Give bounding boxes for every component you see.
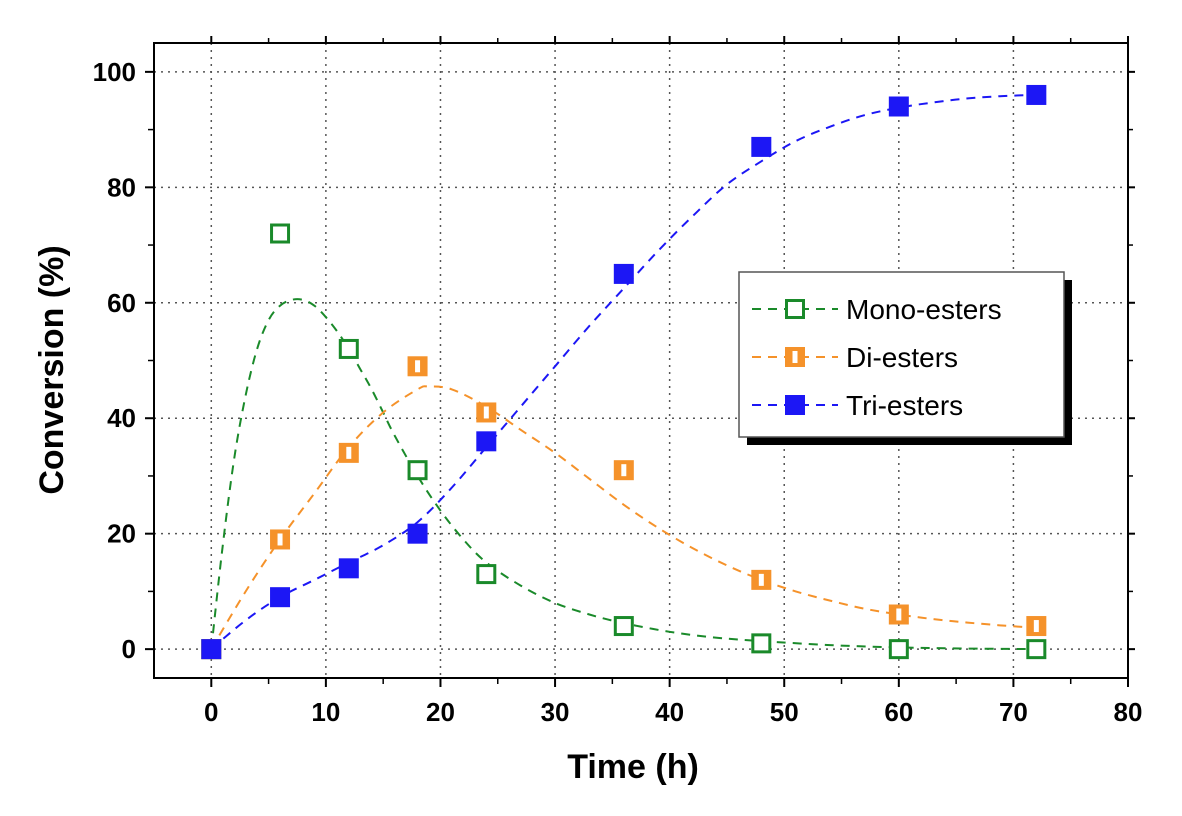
y-tick-label: 40 [107, 403, 136, 433]
y-tick-label: 0 [122, 634, 136, 664]
legend-marker-tri-esters [785, 395, 805, 415]
legend-label-tri-esters: Tri-esters [846, 390, 963, 421]
legend-label-di-esters: Di-esters [846, 342, 958, 373]
marker-square [613, 616, 634, 637]
marker-square [476, 564, 497, 585]
y-axis-title: Conversion (%) [33, 245, 71, 494]
x-tick-label: 80 [1114, 697, 1143, 727]
x-axis-title: Time (h) [567, 748, 699, 786]
tri-esters-point [613, 263, 634, 284]
legend: Mono-esters Di-esters Tri-esters [738, 271, 1072, 445]
x-tick-label: 70 [999, 697, 1028, 727]
marker-square [407, 460, 428, 481]
di-esters-point [1026, 616, 1047, 637]
marker-square [785, 395, 805, 415]
x-tick-label: 0 [204, 697, 218, 727]
marker-notch [758, 573, 764, 586]
marker-notch [415, 360, 421, 373]
legend-label-mono-esters: Mono-esters [846, 294, 1002, 325]
y-tick-label: 100 [93, 57, 136, 87]
tri-esters-point [888, 96, 909, 117]
data-points [201, 84, 1047, 660]
x-tick-label: 40 [655, 697, 684, 727]
axis-ticks: 0 10 20 30 40 50 60 70 80 0 20 40 60 80 100 [93, 36, 1143, 727]
marker-notch [277, 533, 283, 546]
mono-esters-point [1026, 639, 1047, 660]
legend-marker-mono-esters [785, 299, 805, 319]
x-tick-label: 50 [770, 697, 799, 727]
marker-square [888, 96, 909, 117]
marker-square [751, 633, 772, 654]
marker-square [476, 431, 497, 452]
marker-square [270, 587, 291, 608]
x-tick-label: 30 [541, 697, 570, 727]
di-esters-point [888, 604, 909, 625]
marker-notch [896, 608, 902, 621]
marker-square [270, 223, 291, 244]
marker-square [751, 136, 772, 157]
di-esters-point [270, 529, 291, 550]
tri-esters-point [751, 136, 772, 157]
mono-esters-point [270, 223, 291, 244]
marker-square [338, 558, 359, 579]
y-tick-label: 80 [107, 172, 136, 202]
grid-lines [154, 43, 1128, 678]
marker-square [338, 338, 359, 359]
tri-esters-point [1026, 84, 1047, 105]
marker-square [1026, 639, 1047, 660]
tri-esters-point [270, 587, 291, 608]
mono-esters-point [338, 338, 359, 359]
legend-marker-di-esters [785, 347, 805, 367]
mono-esters-fit-line [210, 298, 1037, 651]
y-tick-label: 60 [107, 288, 136, 318]
di-esters-point [407, 356, 428, 377]
mono-esters-point [476, 564, 497, 585]
x-tick-label: 10 [311, 697, 340, 727]
y-tick-label: 20 [107, 519, 136, 549]
marker-notch [346, 446, 352, 459]
mono-esters-point [888, 639, 909, 660]
di-esters-point [613, 460, 634, 481]
di-esters-point [751, 569, 772, 590]
marker-square [785, 299, 805, 319]
mono-esters-point [407, 460, 428, 481]
marker-notch [792, 351, 798, 363]
tri-esters-point [407, 523, 428, 544]
di-esters-point [476, 402, 497, 423]
marker-square [201, 639, 222, 660]
marker-square [1026, 84, 1047, 105]
tri-esters-point [476, 431, 497, 452]
x-tick-label: 20 [426, 697, 455, 727]
tri-esters-point [201, 639, 222, 660]
mono-esters-point [613, 616, 634, 637]
marker-square [888, 639, 909, 660]
marker-square [613, 263, 634, 284]
tri-esters-point [338, 558, 359, 579]
di-esters-point [338, 442, 359, 463]
marker-notch [621, 464, 627, 477]
marker-notch [483, 406, 489, 419]
marker-square [407, 523, 428, 544]
x-tick-label: 60 [884, 697, 913, 727]
mono-esters-point [751, 633, 772, 654]
marker-notch [1033, 620, 1039, 633]
